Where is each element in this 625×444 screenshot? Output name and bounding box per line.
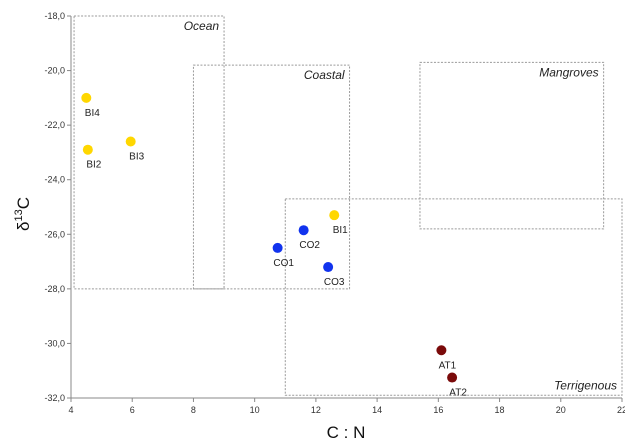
data-point-co1 (272, 242, 283, 253)
data-point-bi1 (329, 210, 340, 221)
x-axis-title: C : N (327, 423, 366, 442)
x-tick-label: 20 (556, 405, 566, 415)
data-label-bi3: BI3 (129, 152, 144, 163)
data-label-at1: AT1 (439, 360, 457, 371)
x-tick-label: 10 (250, 405, 260, 415)
y-tick-label: -26,0 (44, 229, 65, 239)
data-label-at2: AT2 (449, 388, 467, 399)
y-tick-label: -30,0 (44, 338, 65, 348)
data-label-co2: CO2 (299, 240, 320, 251)
y-tick-label: -24,0 (44, 175, 65, 185)
x-tick-label: 12 (311, 405, 321, 415)
y-axis-title-prefix: δ (14, 222, 33, 231)
region-mangroves-label: Mangroves (539, 65, 598, 79)
data-point-co3 (323, 262, 334, 273)
data-label-co1: CO1 (273, 258, 294, 269)
x-tick-label: 14 (372, 405, 382, 415)
x-tick-label: 16 (433, 405, 443, 415)
region-terrigenous-label: Terrigenous (554, 378, 617, 392)
axes-layer: 4 6 8 10 12 14 16 18 20 22 -18,0 -20,0 -22,0 -24,0 -26… (44, 11, 625, 415)
x-tick-label: 4 (68, 405, 73, 415)
y-tick-label: -18,0 (44, 11, 65, 21)
regions-layer: Ocean Coastal Mangroves Terrigenous (73, 15, 623, 396)
region-ocean-box (73, 15, 225, 290)
data-point-co2 (298, 225, 309, 236)
data-point-at1 (436, 345, 447, 356)
y-axis-title-superscript: 13 (13, 209, 25, 221)
data-point-bi2 (82, 144, 93, 155)
data-point-bi3 (125, 136, 136, 147)
region-coastal-box (192, 64, 351, 290)
x-tick-label: 6 (130, 405, 135, 415)
region-mangroves-box (419, 61, 605, 230)
data-point-at2 (447, 372, 458, 383)
data-label-bi4: BI4 (85, 108, 100, 119)
y-axis-title-suffix: C (14, 197, 33, 209)
region-coastal-label: Coastal (304, 68, 345, 82)
points-layer: BI4 BI2 BI3 BI1 CO1 CO2 CO3 AT1 AT2 (81, 92, 467, 399)
x-tick-label: 18 (495, 405, 505, 415)
region-ocean-label: Ocean (184, 19, 220, 33)
region-terrigenous-box (284, 198, 623, 396)
x-tick-label: 8 (191, 405, 196, 415)
x-tick-label: 22 (617, 405, 625, 415)
y-tick-label: -28,0 (44, 284, 65, 294)
y-tick-label: -22,0 (44, 120, 65, 130)
y-axis-title: δ13C (13, 197, 33, 231)
data-label-co3: CO3 (324, 277, 345, 288)
y-tick-label: -20,0 (44, 66, 65, 76)
y-tick-label: -32,0 (44, 393, 65, 403)
data-label-bi1: BI1 (333, 225, 348, 236)
data-label-bi2: BI2 (86, 160, 101, 171)
data-point-bi4 (81, 92, 92, 103)
